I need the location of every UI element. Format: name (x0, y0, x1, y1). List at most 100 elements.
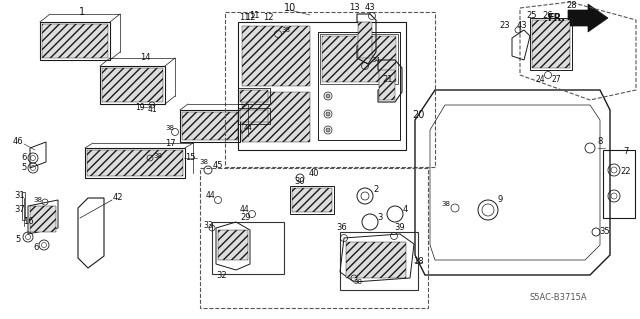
Bar (292, 188, 332, 212)
Text: 2: 2 (373, 186, 379, 195)
Text: 43: 43 (365, 4, 375, 12)
Circle shape (326, 58, 330, 62)
Bar (340, 232, 418, 290)
Text: 41: 41 (147, 106, 157, 115)
Text: 39: 39 (395, 224, 405, 233)
Text: 7: 7 (623, 147, 628, 157)
Text: 11: 11 (239, 13, 249, 23)
Text: 19: 19 (135, 103, 145, 113)
Circle shape (326, 94, 330, 98)
Bar (85, 148, 185, 178)
Circle shape (326, 128, 330, 132)
Bar (530, 18, 572, 70)
Text: 33: 33 (203, 221, 213, 231)
Text: 5: 5 (21, 164, 27, 173)
Bar (242, 92, 310, 142)
Text: 38: 38 (200, 159, 209, 165)
Text: 44: 44 (244, 125, 252, 131)
Text: 32: 32 (217, 271, 227, 280)
Text: 14: 14 (140, 54, 150, 63)
Bar (180, 110, 240, 142)
Text: 15: 15 (185, 153, 195, 162)
Text: 3: 3 (378, 213, 383, 222)
Text: 10: 10 (284, 3, 296, 13)
Text: 8: 8 (597, 137, 603, 146)
Text: 35: 35 (600, 227, 611, 236)
Text: 38: 38 (282, 27, 291, 33)
Bar (22, 192, 25, 220)
Text: 44: 44 (239, 205, 249, 214)
Text: 28: 28 (566, 1, 577, 10)
Bar (102, 68, 163, 102)
Bar (30, 206, 56, 232)
Bar (358, 22, 372, 58)
Bar (238, 88, 270, 104)
Text: 31: 31 (15, 191, 26, 201)
Bar (320, 34, 398, 84)
Text: 43: 43 (516, 21, 527, 31)
Bar (218, 230, 248, 260)
Bar (346, 242, 406, 278)
Text: 13: 13 (349, 4, 359, 12)
Text: 21: 21 (383, 76, 393, 85)
Circle shape (326, 76, 330, 80)
Bar (42, 24, 108, 58)
Circle shape (326, 40, 330, 44)
Text: 23: 23 (500, 21, 510, 31)
Bar (290, 186, 334, 214)
Bar (532, 20, 570, 68)
Text: 46: 46 (13, 137, 23, 146)
Text: 6: 6 (33, 243, 38, 253)
Text: 4: 4 (403, 205, 408, 214)
Bar (242, 26, 310, 86)
Bar (240, 110, 268, 122)
Text: S5AC-B3715A: S5AC-B3715A (530, 293, 588, 302)
Bar (238, 108, 270, 124)
Text: 24: 24 (535, 76, 545, 85)
Circle shape (326, 112, 330, 116)
Text: 26: 26 (543, 11, 554, 19)
Text: 16: 16 (22, 218, 33, 226)
Bar (100, 66, 165, 104)
Text: 38: 38 (154, 153, 163, 159)
Text: 12: 12 (244, 13, 255, 23)
Text: 38: 38 (442, 201, 451, 207)
Text: 38: 38 (33, 197, 42, 203)
Text: 20: 20 (412, 110, 424, 120)
Text: 42: 42 (113, 194, 124, 203)
Bar (87, 150, 183, 176)
Bar (379, 70, 395, 100)
Bar (212, 222, 284, 274)
Text: 17: 17 (164, 138, 175, 147)
Text: 1: 1 (79, 7, 85, 17)
Text: 38: 38 (166, 125, 175, 131)
Text: 6: 6 (21, 153, 27, 162)
Text: 25: 25 (527, 11, 537, 19)
Text: 9: 9 (497, 196, 502, 204)
Bar (200, 168, 428, 308)
Text: 44: 44 (205, 190, 215, 199)
Bar (238, 22, 406, 150)
Text: 22: 22 (621, 167, 631, 176)
Bar (182, 112, 238, 140)
Text: 34: 34 (372, 57, 380, 63)
Bar (322, 36, 396, 82)
Bar (603, 150, 635, 218)
Text: 40: 40 (308, 169, 319, 179)
Text: 5: 5 (15, 235, 20, 244)
Text: 18: 18 (413, 257, 423, 266)
Text: 29: 29 (241, 213, 252, 222)
Text: 36: 36 (337, 224, 348, 233)
Text: 30: 30 (294, 177, 305, 187)
Bar (40, 22, 110, 60)
Polygon shape (568, 4, 608, 32)
Bar (318, 32, 400, 140)
Text: 45: 45 (212, 161, 223, 170)
Text: 37: 37 (15, 205, 26, 214)
Bar (240, 90, 268, 102)
Text: 11: 11 (249, 11, 259, 19)
Text: FR.: FR. (547, 13, 565, 23)
Text: 38: 38 (353, 279, 362, 285)
Text: 12: 12 (263, 13, 273, 23)
Bar (225, 12, 435, 167)
